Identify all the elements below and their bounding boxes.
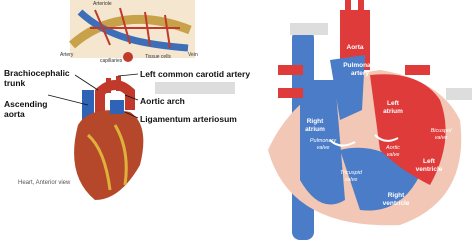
caption: Heart, Anterior view (18, 180, 71, 186)
heart-section (268, 0, 462, 240)
section-label: Aortic valve (385, 145, 401, 158)
section-label: Left atrium (383, 100, 403, 115)
section-label: Pulmonary artery (343, 62, 377, 77)
heart-label: Left common carotid artery (140, 69, 251, 79)
capillary-label: Artery (60, 52, 74, 58)
section-label: Aorta (346, 44, 364, 51)
heart-label: Aortic arch (140, 96, 185, 106)
section-label: Left ventricle (415, 158, 443, 173)
heart-anterior (74, 76, 144, 200)
section-label: Tricuspid valve (340, 170, 362, 183)
heart-label: Brachiocephalic trunk (4, 68, 70, 88)
blank-label (446, 88, 472, 100)
blank-label (290, 23, 328, 35)
capillary-label: Vein (188, 52, 198, 58)
section-label: Right ventricle (382, 192, 410, 207)
section-label: Right atrium (305, 118, 325, 133)
capillary-bed (69, 0, 195, 62)
section-label: Pulmonary valve (309, 138, 337, 151)
capillary-label: capillaries (100, 58, 123, 64)
heart-label: Ligamentum arteriosum (140, 114, 237, 124)
capillary-label: Tissue cells (145, 54, 171, 60)
section-label: Bicuspid valve (430, 128, 452, 141)
heart-label: Ascending aorta (4, 99, 48, 119)
capillary-label: Arteriole (93, 1, 112, 7)
blank-label (155, 82, 235, 94)
